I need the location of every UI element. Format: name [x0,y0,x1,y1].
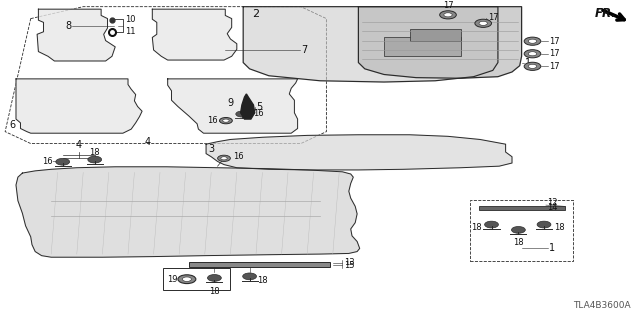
Bar [189,262,330,267]
Circle shape [182,277,191,281]
Text: 1: 1 [525,58,531,68]
Circle shape [221,157,227,160]
Bar [163,268,230,290]
Text: 14: 14 [547,203,557,212]
Circle shape [207,275,221,281]
Circle shape [484,221,499,228]
Text: 13: 13 [344,258,355,267]
Text: 18: 18 [554,223,564,232]
Circle shape [220,117,232,124]
Text: 17: 17 [488,12,499,21]
Text: 7: 7 [301,45,307,55]
Circle shape [524,37,541,45]
Polygon shape [16,79,142,133]
Text: 2: 2 [252,9,260,19]
Circle shape [440,11,456,19]
Text: 17: 17 [549,62,560,71]
Text: 18: 18 [513,238,524,247]
Text: 4: 4 [76,140,82,150]
Text: 18: 18 [90,148,100,157]
Text: 9: 9 [227,98,234,108]
Circle shape [524,62,541,70]
Circle shape [218,155,230,162]
Circle shape [475,19,492,28]
Circle shape [223,119,229,122]
Text: 17: 17 [443,1,453,10]
Text: 10: 10 [125,15,135,24]
Text: FR.: FR. [595,7,617,20]
Text: 17: 17 [549,37,560,46]
Circle shape [88,156,102,163]
Text: 11: 11 [125,27,135,36]
Text: 8: 8 [65,20,72,30]
Text: 16: 16 [233,152,244,161]
Bar [384,37,461,56]
Circle shape [56,158,70,165]
Circle shape [529,39,536,43]
Circle shape [511,227,525,233]
Circle shape [479,21,488,25]
Polygon shape [37,9,115,61]
Polygon shape [16,167,360,257]
Text: 15: 15 [344,261,355,270]
Polygon shape [241,94,255,119]
Circle shape [444,13,452,17]
Bar [470,200,573,261]
Bar [410,29,461,41]
Circle shape [524,50,541,58]
Text: 1: 1 [549,243,556,253]
Text: 12: 12 [547,198,557,207]
Text: 18: 18 [209,287,220,296]
Polygon shape [206,135,512,170]
Text: 19: 19 [168,275,178,284]
Text: 18: 18 [257,276,268,285]
Text: 6: 6 [10,120,16,130]
Polygon shape [358,7,522,78]
Text: 17: 17 [549,49,560,58]
Polygon shape [243,7,498,82]
Text: 5: 5 [256,101,262,111]
Text: 16: 16 [42,157,52,166]
Text: 16: 16 [207,116,218,125]
Text: TLA4B3600A: TLA4B3600A [573,301,630,310]
Polygon shape [152,9,237,60]
Text: 16: 16 [253,109,264,118]
Circle shape [178,275,196,284]
Circle shape [529,52,536,56]
Polygon shape [168,79,298,133]
Circle shape [529,64,536,68]
Text: 3: 3 [208,144,214,154]
Circle shape [537,221,551,228]
Text: 18: 18 [470,223,481,232]
Circle shape [243,273,257,280]
Text: 4: 4 [144,137,150,147]
Circle shape [236,111,248,117]
Bar [479,206,565,210]
